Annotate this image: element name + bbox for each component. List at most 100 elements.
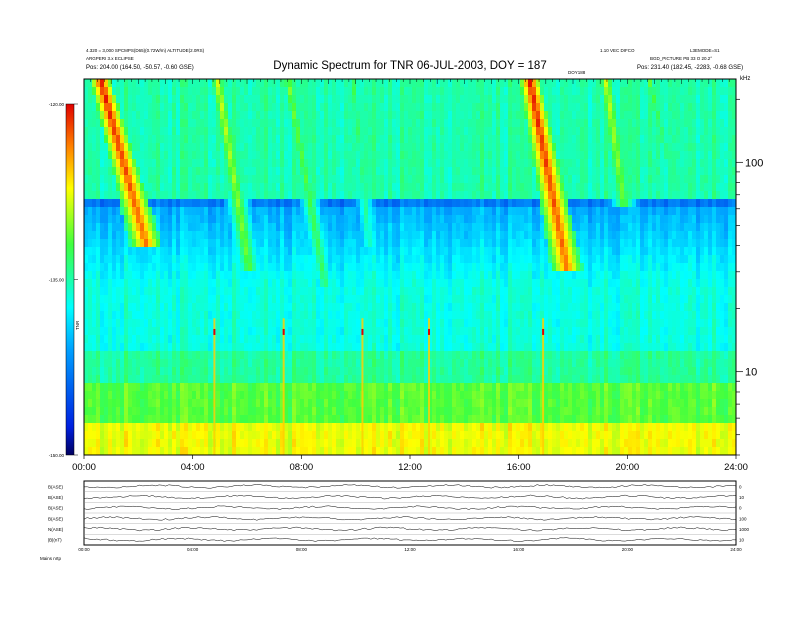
heatmap-cell [480,407,485,416]
heatmap-cell [216,87,221,96]
heatmap-cell [392,255,397,264]
heatmap-cell [252,135,257,144]
heatmap-cell [384,255,389,264]
heatmap-cell [296,167,301,176]
heatmap-cell [284,359,289,368]
heatmap-cell [184,167,189,176]
heatmap-cell [192,431,197,440]
heatmap-cell [144,383,149,392]
heatmap-cell [100,143,105,152]
heatmap-cell [408,311,413,320]
heatmap-cell [104,447,109,456]
heatmap-cell [464,343,469,352]
heatmap-cell [284,327,289,336]
heatmap-cell [348,391,353,400]
heatmap-cell [244,375,249,384]
heatmap-cell [256,303,261,312]
heatmap-cell [224,375,229,384]
heatmap-cell [412,255,417,264]
heatmap-cell [368,271,373,280]
heatmap-cell [92,407,97,416]
heatmap-cell [336,375,341,384]
heatmap-cell [364,207,369,216]
heatmap-cell [352,87,357,96]
heatmap-cell [372,287,377,296]
heatmap-cell [176,423,181,432]
heatmap-cell [100,87,105,96]
heatmap-cell [416,447,421,456]
heatmap-cell [464,135,469,144]
heatmap-cell [400,295,405,304]
heatmap-cell [224,295,229,304]
heatmap-cell [308,415,313,424]
heatmap-cell [212,191,217,200]
heatmap-cell [84,327,89,336]
heatmap-cell [388,151,393,160]
heatmap-cell [204,263,209,272]
heatmap-cell [228,399,233,408]
heatmap-cell [400,431,405,440]
heatmap-cell [308,127,313,136]
heatmap-cell [196,87,201,96]
heatmap-cell [364,263,369,272]
heatmap-cell [140,79,145,88]
heatmap-cell [256,311,261,320]
heatmap-cell [112,223,117,232]
heatmap-cell [484,359,489,368]
heatmap-cell [224,327,229,336]
heatmap-cell [372,199,377,208]
heatmap-cell [244,423,249,432]
heatmap-cell [256,231,261,240]
heatmap-cell [132,287,137,296]
heatmap-cell [92,111,97,120]
heatmap-cell [280,79,285,88]
heatmap-cell [100,375,105,384]
heatmap-cell [408,175,413,184]
heatmap-cell [324,343,329,352]
heatmap-cell [208,351,213,360]
heatmap-cell [464,223,469,232]
heatmap-cell [292,279,297,288]
heatmap-cell [448,383,453,392]
heatmap-cell [476,95,481,104]
heatmap-cell [88,183,93,192]
heatmap-cell [184,151,189,160]
heatmap-cell [296,175,301,184]
heatmap-cell [96,255,101,264]
heatmap-cell [220,127,225,136]
heatmap-cell [200,111,205,120]
heatmap-cell [480,215,485,224]
heatmap-cell [356,111,361,120]
heatmap-cell [100,383,105,392]
heatmap-cell [84,359,89,368]
heatmap-cell [144,343,149,352]
heatmap-cell [360,167,365,176]
heatmap-cell [320,183,325,192]
heatmap-cell [272,151,277,160]
heatmap-cell [404,215,409,224]
heatmap-cell [96,415,101,424]
heatmap-cell [144,439,149,448]
heatmap-cell [156,319,161,328]
heatmap-cell [148,335,153,344]
heatmap-cell [340,303,345,312]
heatmap-cell [312,447,317,456]
heatmap-cell [392,247,397,256]
heatmap-cell [364,87,369,96]
heatmap-cell [288,399,293,408]
heatmap-cell [496,231,501,240]
heatmap-cell [348,191,353,200]
heatmap-cell [140,295,145,304]
heatmap-cell [104,383,109,392]
heatmap-cell [316,183,321,192]
heatmap-cell [304,343,309,352]
heatmap-cell [356,103,361,112]
heatmap-cell [144,175,149,184]
heatmap-cell [296,255,301,264]
heatmap-cell [88,255,93,264]
heatmap-cell [184,207,189,216]
heatmap-cell [112,191,117,200]
heatmap-cell [468,135,473,144]
heatmap-cell [184,215,189,224]
heatmap-cell [484,175,489,184]
